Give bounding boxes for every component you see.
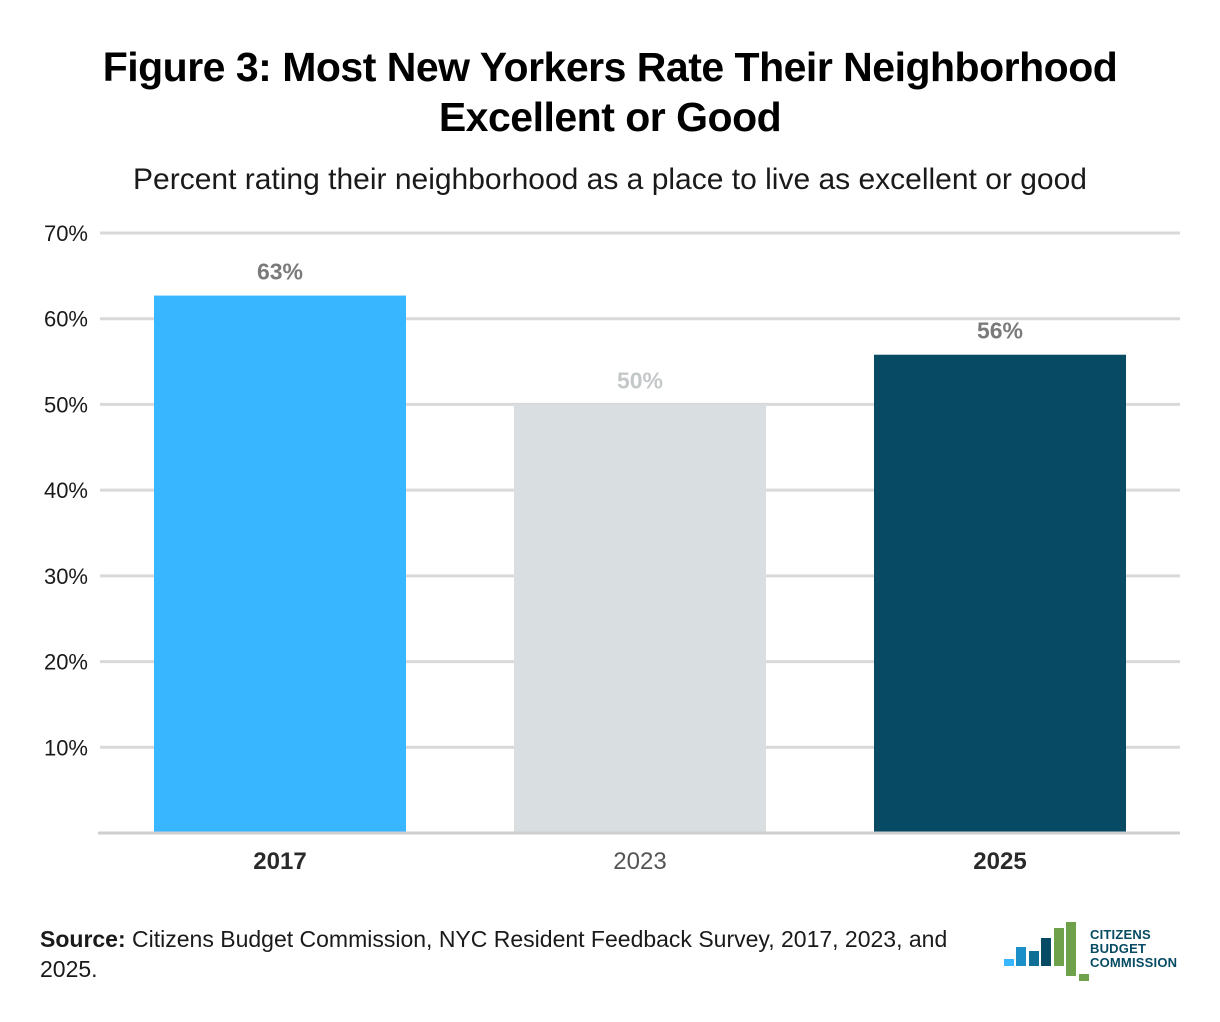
bar-2025 bbox=[874, 354, 1126, 833]
chart-subtitle: Percent rating their neighborhood as a p… bbox=[133, 163, 1087, 196]
y-tick-label: 10% bbox=[44, 735, 88, 760]
bar-chart: 10% 20% 30% 40% 50% 60% 70% 63% 2017 50% 2023 56% 20… bbox=[44, 221, 1180, 875]
x-tick-label: 2025 bbox=[973, 848, 1026, 875]
bar-2017 bbox=[154, 295, 406, 834]
y-tick-label: 60% bbox=[44, 307, 88, 332]
data-label: 56% bbox=[977, 318, 1023, 344]
y-tick-label: 40% bbox=[44, 478, 88, 503]
chart-title-line2: Excellent or Good bbox=[438, 94, 782, 140]
source-note: Source: Citizens Budget Commission, NYC … bbox=[40, 924, 980, 984]
source-text: Citizens Budget Commission, NYC Resident… bbox=[40, 926, 948, 982]
cbc-logo-line3: COMMISSION bbox=[1090, 955, 1178, 970]
bar-2023 bbox=[514, 404, 766, 833]
chart-title: Figure 3: Most New Yorkers Rate Their Ne… bbox=[0, 42, 1220, 142]
y-tick-label: 20% bbox=[44, 650, 88, 675]
source-label: Source: bbox=[40, 926, 126, 952]
x-tick-label: 2017 bbox=[253, 848, 306, 875]
x-tick-label: 2023 bbox=[613, 848, 666, 875]
y-tick-label: 50% bbox=[44, 392, 88, 417]
data-label: 63% bbox=[257, 259, 303, 285]
cbc-logo-bars-icon bbox=[1004, 922, 1089, 981]
cbc-logo-text: CITIZENS BUDGET COMMISSION bbox=[1090, 928, 1177, 970]
y-tick-label: 30% bbox=[44, 564, 88, 589]
cbc-logo: CITIZENS BUDGET COMMISSION bbox=[1000, 918, 1200, 984]
data-label: 50% bbox=[617, 367, 663, 393]
y-tick-label: 70% bbox=[44, 221, 88, 246]
cbc-logo-line1: CITIZENS bbox=[1090, 927, 1151, 942]
cbc-logo-line2: BUDGET bbox=[1090, 941, 1147, 956]
chart-title-line1: Figure 3: Most New Yorkers Rate Their Ne… bbox=[102, 44, 1118, 90]
